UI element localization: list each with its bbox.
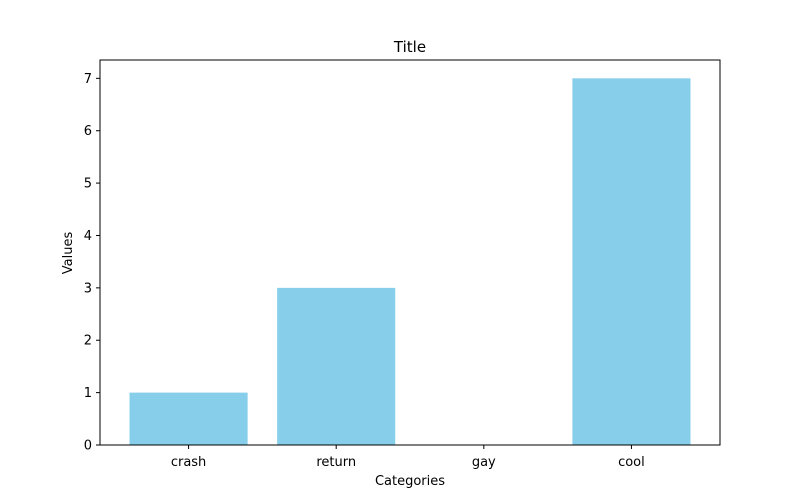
bar-cool (572, 78, 691, 445)
bar-return (277, 287, 396, 445)
y-tick-label: 3 (84, 281, 92, 296)
x-tick-label: cool (618, 455, 645, 470)
chart-title: Title (393, 38, 426, 56)
x-tick-label: gay (472, 455, 496, 470)
y-tick-label: 4 (84, 229, 92, 244)
y-tick-label: 6 (84, 124, 92, 139)
bar-crash (129, 392, 248, 445)
y-axis-label: Values (61, 232, 76, 275)
x-axis-label: Categories (375, 474, 445, 489)
y-tick-label: 2 (84, 334, 92, 349)
y-tick-label: 0 (84, 439, 92, 454)
y-tick-label: 1 (84, 386, 92, 401)
plot-frame (99, 59, 721, 446)
x-tick-label: return (316, 455, 356, 470)
x-tick-label: crash (171, 455, 206, 470)
y-tick-label: 5 (84, 177, 92, 192)
bars-group (129, 78, 691, 445)
x-axis-ticks: crash return gay cool (171, 445, 645, 470)
y-tick-label: 7 (84, 72, 92, 87)
y-axis-ticks: 0 1 2 3 4 5 6 7 (84, 72, 100, 454)
